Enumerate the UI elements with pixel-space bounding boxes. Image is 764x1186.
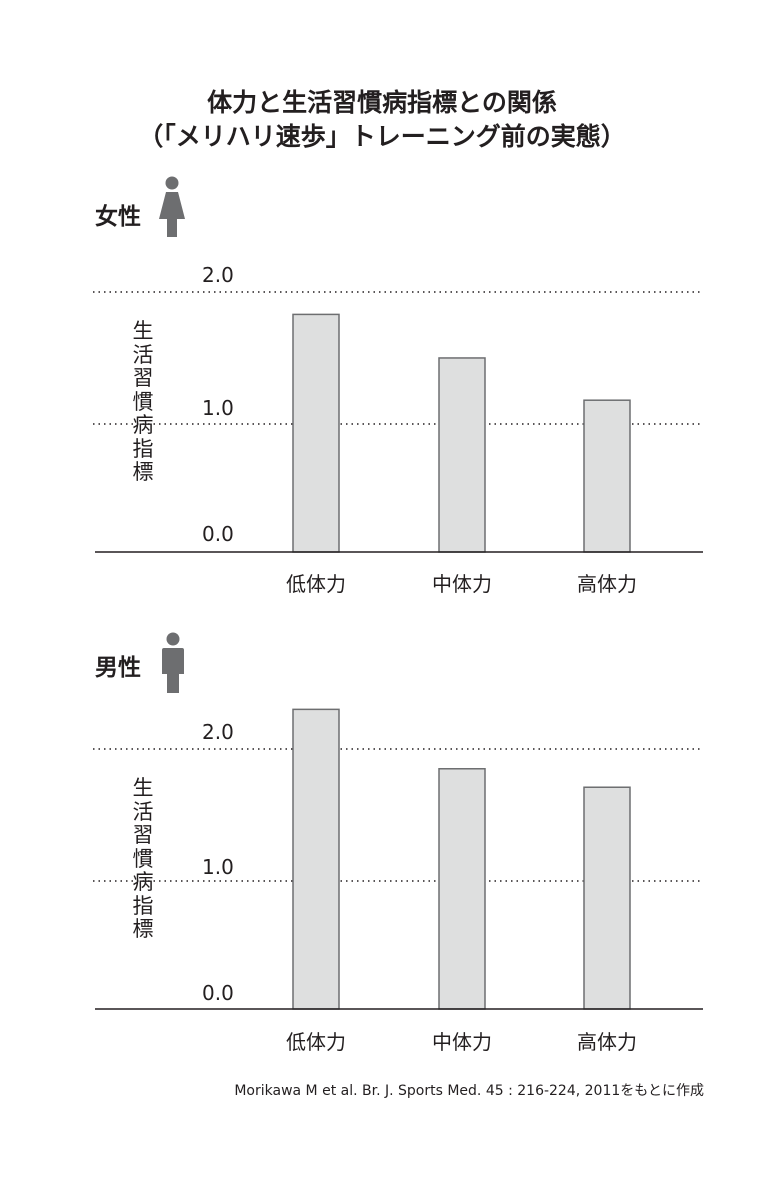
y-axis-label-female: 生活習慣病指標 (132, 319, 154, 484)
y-tick-0-male: 0.0 (202, 981, 234, 1005)
category-label-high-male: 高体力 (577, 1030, 637, 1054)
bar-chart-male (93, 708, 703, 1010)
y-axis-label-male: 生活習慣病指標 (132, 776, 154, 941)
category-label-high-female: 高体力 (577, 572, 637, 596)
bar-high-male (583, 786, 631, 1010)
category-label-low-female: 低体力 (286, 572, 346, 596)
bar-chart-female (93, 291, 703, 553)
y-tick-2-female: 2.0 (202, 263, 234, 287)
y-tick-1-male: 1.0 (202, 855, 234, 879)
chart-title: 体力と生活習慣病指標との関係 (207, 88, 557, 117)
bar-low-male (292, 708, 340, 1010)
category-label-low-male: 低体力 (286, 1030, 346, 1054)
source-footnote: Morikawa M et al. Br. J. Sports Med. 45 … (234, 1083, 704, 1099)
panel-label-female: 女性 (95, 204, 141, 230)
y-tick-1-female: 1.0 (202, 396, 234, 420)
panel-label-male: 男性 (95, 655, 141, 681)
category-label-mid-male: 中体力 (432, 1030, 492, 1054)
chart-subtitle: （「メリハリ速歩」トレーニング前の実態） (138, 122, 626, 151)
y-tick-2-male: 2.0 (202, 720, 234, 744)
female-person-icon (159, 176, 185, 237)
bar-mid-male (438, 768, 486, 1010)
male-person-icon (162, 632, 184, 693)
category-label-mid-female: 中体力 (432, 572, 492, 596)
y-tick-0-female: 0.0 (202, 522, 234, 546)
